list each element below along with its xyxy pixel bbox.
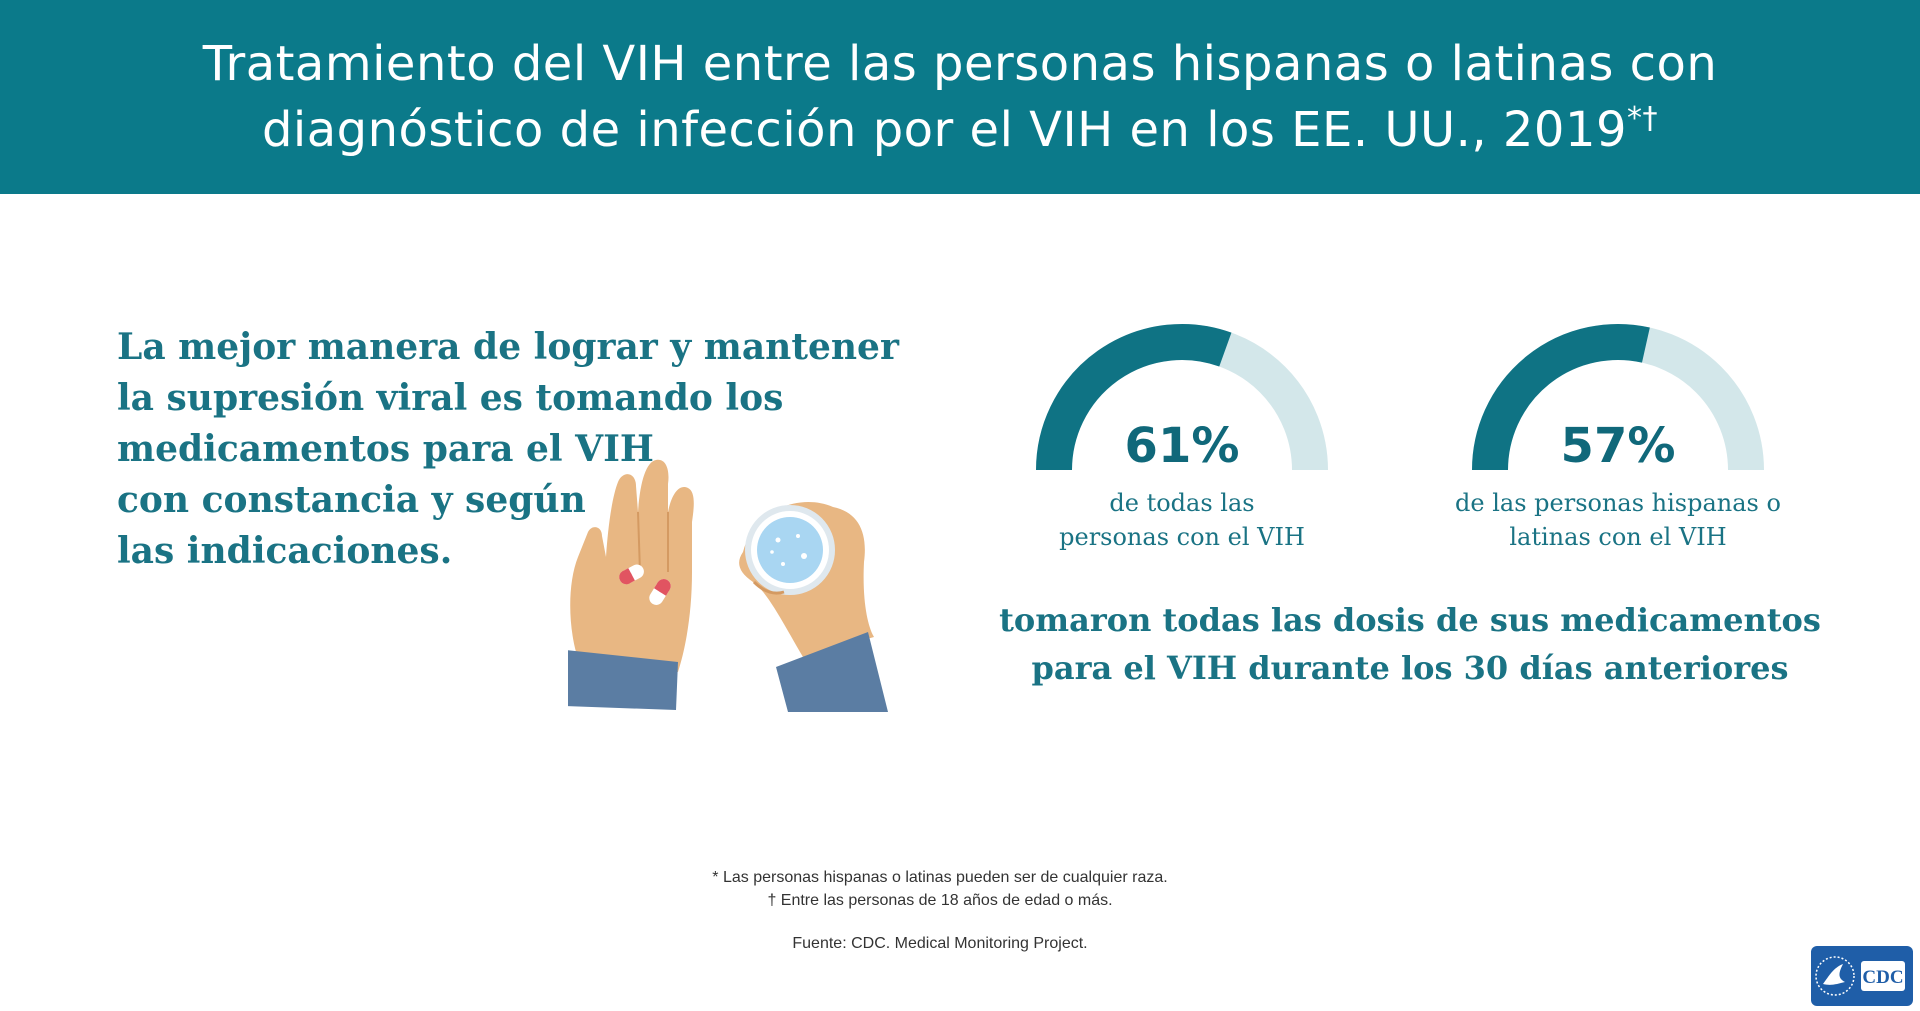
- gauge-fill: [1472, 324, 1650, 471]
- gauge-chart: [1472, 324, 1764, 471]
- intro-line: medicamentos para el VIH: [117, 428, 654, 470]
- intro-line: con constancia y según: [117, 479, 586, 521]
- gauge-label-line: de todas las: [1109, 489, 1255, 517]
- hand-with-glass-icon: [739, 502, 888, 712]
- header-banner: Tratamiento del VIH entre las personas h…: [0, 0, 1920, 194]
- gauge-label-all-persons: de todas las personas con el VIH: [982, 486, 1382, 554]
- title-line-2: diagnóstico de infección por el VIH en l…: [262, 97, 1658, 163]
- intro-statement: La mejor manera de lograr y mantener la …: [117, 322, 899, 577]
- title-footnote-marks: *†: [1627, 101, 1659, 136]
- cdc-logo: CDC: [1811, 946, 1913, 1011]
- gauge-label-line: latinas con el VIH: [1509, 523, 1727, 551]
- gauge-label-hispanic-latino: de las personas hispanas o latinas con e…: [1398, 486, 1838, 554]
- source-note: Fuente: CDC. Medical Monitoring Project.: [792, 935, 1088, 952]
- summary-statement: tomaron todas las dosis de sus medicamen…: [990, 596, 1830, 692]
- gauge-percent: 61%: [1124, 418, 1240, 474]
- summary-line: para el VIH durante los 30 días anterior…: [1031, 649, 1789, 687]
- hand-with-pills-icon: [564, 459, 694, 710]
- gauge-fill: [1036, 324, 1232, 471]
- gauge-all-persons: 61%: [1032, 310, 1332, 485]
- footnotes: * Las personas hispanas o latinas pueden…: [590, 866, 1290, 955]
- intro-line: la supresión viral es tomando los: [117, 377, 784, 419]
- gauge-label-line: de las personas hispanas o: [1455, 489, 1781, 517]
- footnote-1: * Las personas hispanas o latinas pueden…: [712, 869, 1168, 886]
- footnote-2: † Entre las personas de 18 años de edad …: [767, 892, 1113, 909]
- hands-medication-illustration: [564, 452, 898, 727]
- title-line-1: Tratamiento del VIH entre las personas h…: [202, 36, 1718, 92]
- hhs-eagle-icon: [1815, 956, 1855, 996]
- summary-line: tomaron todas las dosis de sus medicamen…: [999, 601, 1821, 639]
- cdc-logo-text: CDC: [1862, 967, 1903, 988]
- gauge-chart: [1036, 324, 1328, 471]
- intro-line: las indicaciones.: [117, 530, 453, 572]
- gauge-hispanic-latino: 57%: [1468, 310, 1768, 485]
- gauge-label-line: personas con el VIH: [1059, 523, 1305, 551]
- intro-line: La mejor manera de lograr y mantener: [117, 326, 899, 368]
- title-line-2-text: diagnóstico de infección por el VIH en l…: [261, 102, 1628, 158]
- gauge-percent: 57%: [1560, 418, 1676, 474]
